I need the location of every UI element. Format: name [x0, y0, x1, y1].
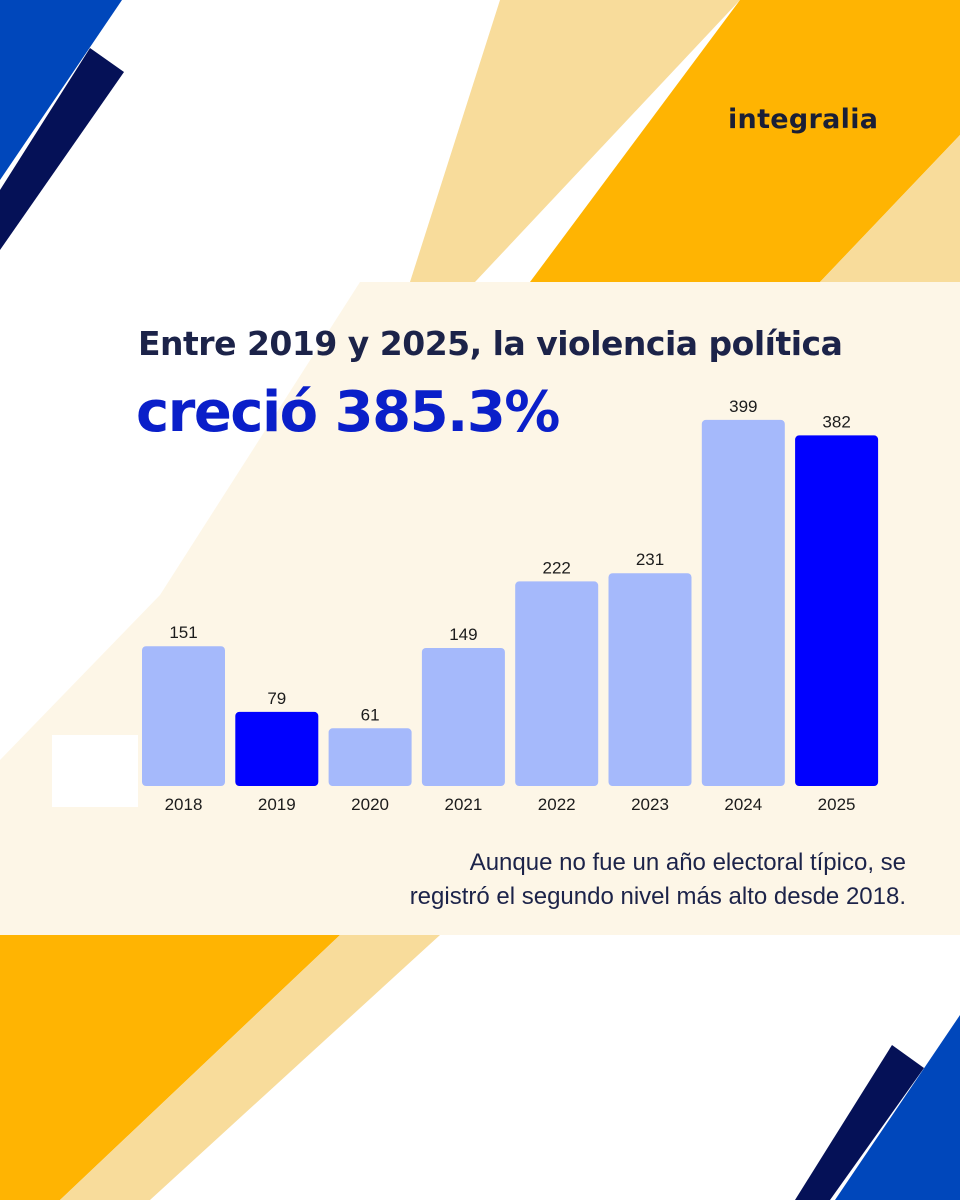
- tick-label-2021: 2021: [444, 795, 482, 814]
- tick-label-2018: 2018: [165, 795, 203, 814]
- bar-value-2022: 222: [543, 558, 571, 577]
- bar-2023: [608, 573, 692, 786]
- bottom-right-blue: [835, 1015, 960, 1200]
- caption-line-2: registró el segundo nivel más alto desde…: [409, 883, 906, 910]
- bar-value-2024: 399: [729, 397, 757, 416]
- top-left-blue: [0, 0, 122, 180]
- top-orange-block: [530, 0, 960, 282]
- bar-2018: [142, 646, 225, 786]
- tick-label-2022: 2022: [538, 795, 576, 814]
- bar-2021: [421, 648, 505, 786]
- tick-label-2020: 2020: [351, 795, 389, 814]
- bottom-right-navy: [795, 1045, 924, 1200]
- tick-label-2023: 2023: [631, 795, 669, 814]
- bottom-orange-block: [0, 935, 340, 1200]
- top-left-navy: [0, 48, 124, 250]
- bar-value-2021: 149: [449, 625, 477, 644]
- bar-value-2018: 151: [169, 623, 197, 642]
- caption: Aunque no fue un año electoral típico, s…: [300, 846, 906, 914]
- bar-value-2020: 61: [361, 705, 380, 724]
- bar-2024: [701, 419, 785, 786]
- caption-line-1: Aunque no fue un año electoral típico, s…: [469, 849, 906, 876]
- top-light-stripe: [410, 0, 740, 282]
- bar-2022: [515, 581, 599, 786]
- headline: Entre 2019 y 2025, la violencia política: [138, 324, 843, 363]
- headline-highlight: creció 385.3%: [136, 380, 560, 445]
- bar-value-2025: 382: [822, 412, 850, 431]
- bar-2025: [795, 435, 879, 786]
- bar-2019: [235, 711, 319, 786]
- tick-label-2019: 2019: [258, 795, 296, 814]
- bar-value-2019: 79: [267, 689, 286, 708]
- bar-value-2023: 231: [636, 550, 664, 569]
- white-notch: [52, 735, 138, 807]
- integralia-logo: integralia: [728, 104, 879, 135]
- bar-2020: [328, 728, 412, 786]
- top-right-light-edge: [820, 135, 960, 282]
- tick-label-2025: 2025: [818, 795, 856, 814]
- bottom-light-stripe: [60, 935, 440, 1200]
- tick-label-2024: 2024: [724, 795, 762, 814]
